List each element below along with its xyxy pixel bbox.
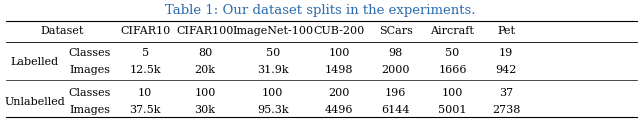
Text: Pet: Pet	[497, 26, 515, 36]
Text: 1498: 1498	[324, 65, 353, 75]
Text: CIFAR100: CIFAR100	[176, 26, 234, 36]
Text: CIFAR10: CIFAR10	[120, 26, 170, 36]
Text: 19: 19	[499, 48, 513, 58]
Text: 1666: 1666	[438, 65, 467, 75]
Text: 942: 942	[495, 65, 516, 75]
Text: 4496: 4496	[324, 105, 353, 115]
Text: Table 1: Our dataset splits in the experiments.: Table 1: Our dataset splits in the exper…	[164, 4, 476, 17]
Text: 10: 10	[138, 88, 152, 98]
Text: 5001: 5001	[438, 105, 467, 115]
Text: Aircraft: Aircraft	[431, 26, 474, 36]
Text: Unlabelled: Unlabelled	[4, 97, 65, 107]
Text: 20k: 20k	[195, 65, 216, 75]
Text: 37: 37	[499, 88, 513, 98]
Text: 98: 98	[388, 48, 403, 58]
Text: Images: Images	[69, 105, 111, 115]
Text: 6144: 6144	[381, 105, 410, 115]
Text: Dataset: Dataset	[41, 26, 84, 36]
Text: CUB-200: CUB-200	[314, 26, 365, 36]
Text: 100: 100	[262, 88, 284, 98]
Text: Classes: Classes	[68, 88, 111, 98]
Text: SCars: SCars	[379, 26, 413, 36]
Text: 80: 80	[198, 48, 212, 58]
Text: 2000: 2000	[381, 65, 410, 75]
Text: 50: 50	[445, 48, 460, 58]
Text: Images: Images	[69, 65, 111, 75]
Text: 37.5k: 37.5k	[129, 105, 161, 115]
Text: 31.9k: 31.9k	[257, 65, 289, 75]
Text: ImageNet-100: ImageNet-100	[232, 26, 314, 36]
Text: 95.3k: 95.3k	[257, 105, 289, 115]
Text: Classes: Classes	[68, 48, 111, 58]
Text: 100: 100	[195, 88, 216, 98]
Text: 12.5k: 12.5k	[129, 65, 161, 75]
Text: 200: 200	[328, 88, 349, 98]
Text: 100: 100	[442, 88, 463, 98]
Text: 100: 100	[328, 48, 349, 58]
Text: 196: 196	[385, 88, 406, 98]
Text: 2738: 2738	[492, 105, 520, 115]
Text: 50: 50	[266, 48, 280, 58]
Text: Labelled: Labelled	[11, 57, 59, 67]
Text: 5: 5	[141, 48, 148, 58]
Text: 30k: 30k	[195, 105, 216, 115]
